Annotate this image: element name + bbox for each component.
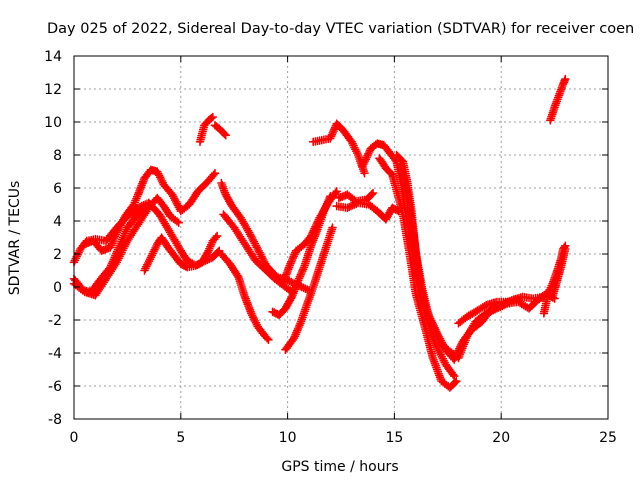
series-markers (548, 244, 570, 302)
y-axis-label: SDTVAR / TECUs (7, 181, 23, 296)
x-tick-label: 15 (385, 430, 403, 446)
series-markers (217, 249, 273, 345)
x-tick-label: 0 (70, 430, 79, 446)
series-markers (334, 188, 378, 206)
x-axis-label: GPS time / hours (281, 459, 398, 475)
y-tick-label: 14 (44, 49, 62, 65)
y-tick-label: 0 (53, 280, 62, 296)
series-arc-15 (332, 198, 403, 224)
series-markers (454, 295, 523, 328)
series-arc-6 (195, 112, 218, 147)
y-tick-label: -2 (48, 313, 62, 329)
x-tick-label: 5 (176, 430, 185, 446)
series-arc-12 (281, 223, 337, 354)
y-tick-label: 2 (53, 247, 62, 263)
plot-frame (73, 55, 609, 420)
series-arc-2 (80, 165, 220, 255)
series-arc-7 (210, 121, 230, 140)
x-tick-label: 20 (492, 430, 510, 446)
series-markers (210, 121, 230, 140)
series-markers (375, 154, 461, 392)
series-arc-24 (546, 74, 570, 125)
y-tick-label: -6 (48, 379, 62, 395)
y-tick-label: 12 (44, 82, 62, 98)
series-arc-20 (396, 160, 559, 363)
y-tick-label: 8 (53, 148, 62, 164)
grid-lines (74, 56, 608, 419)
series-arc-16 (334, 188, 378, 206)
series-arc-5 (140, 231, 222, 275)
x-tick-label: 25 (599, 430, 617, 446)
y-tick-label: -8 (48, 412, 62, 428)
series-arc-21 (454, 295, 523, 328)
series-markers (396, 160, 559, 363)
series-markers (281, 223, 337, 354)
data-series (69, 74, 570, 392)
series-arc-13 (279, 187, 341, 287)
series-markers (332, 198, 403, 224)
series-markers (546, 74, 570, 125)
series-markers (80, 165, 220, 255)
series-arc-18 (375, 154, 461, 392)
y-tick-label: 4 (53, 214, 62, 230)
series-markers (308, 119, 369, 178)
series-arc-9 (217, 249, 273, 345)
series-markers (140, 231, 222, 275)
series-arc-14 (308, 119, 369, 178)
series-markers (195, 112, 218, 147)
y-tick-label: 6 (53, 181, 62, 197)
y-tick-label: 10 (44, 115, 62, 131)
axis-ticks: 0 5 10 15 20 25 -8 -6 -4 -2 0 2 4 6 8 10 12 14 (44, 49, 617, 446)
series-arc-23 (548, 244, 570, 302)
chart-title: Day 025 of 2022, Sidereal Day-to-day VTE… (47, 21, 634, 37)
x-tick-label: 10 (279, 430, 297, 446)
y-tick-label: -4 (48, 346, 62, 362)
series-markers (279, 187, 341, 287)
